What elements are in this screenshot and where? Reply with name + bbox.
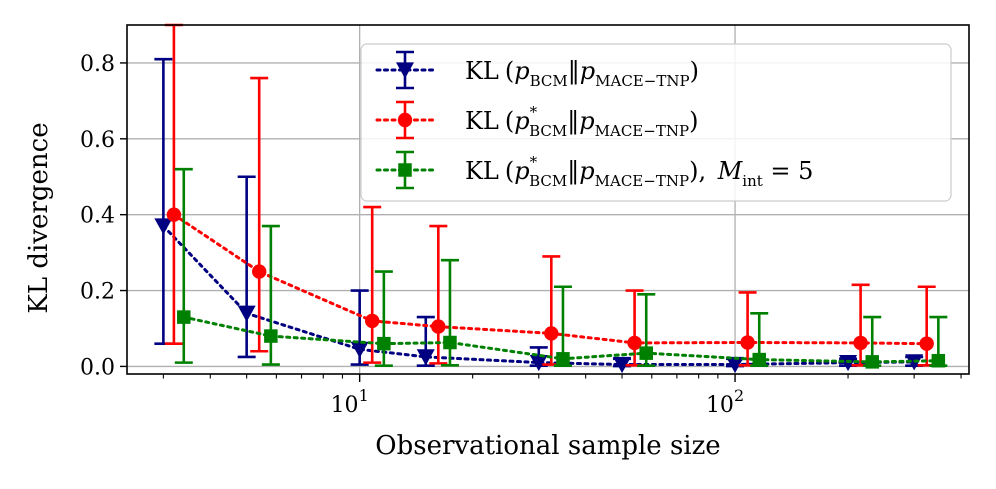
legend-kl: KL [465,107,499,135]
data-point [919,336,934,351]
legend-p1: p [514,157,529,185]
legend-paren-close: ) [689,157,698,185]
data-point [839,354,858,372]
data-point [154,218,173,235]
y-axis-label: KL divergence [24,122,54,313]
legend: KL (pBCM‖pMACE−TNP)KL (p* BCM‖pMACE−TNP)KL(… [360,43,952,202]
legend-marker [396,62,414,79]
y-tick-label: 0.4 [80,204,115,229]
legend-p1-subscript: BCM [530,72,568,90]
x-axis-label: Observational sample size [375,431,720,461]
plot-frame [126,24,970,375]
legend-p1-subscript: BCM [529,172,567,190]
legend-marker [398,163,412,177]
legend-bars: ‖ [567,107,579,136]
data-point [237,305,256,322]
legend-box [360,43,952,202]
legend-handle-3 [375,150,436,190]
data-point [853,335,868,351]
data-point [350,341,369,358]
data-point [177,310,191,324]
legend-p2: p [579,107,594,135]
legend-paren-close: ) [689,107,698,135]
legend-bars: ‖ [567,157,579,186]
data-point [529,354,548,372]
data-point [740,335,755,350]
legend-paren-close: ) [690,57,699,85]
data-point [377,336,391,351]
legend-paren-open: ( [505,107,514,135]
x-tick-exponent: 1 [359,386,369,405]
series-2 [164,23,936,367]
series-layer [154,23,948,374]
legend-p1: p [514,107,529,135]
data-point [752,352,766,367]
legend-label-3: KL (p* BCM‖pMACE−TNP), Mint = 5 [465,153,813,190]
legend-p2-subscript: MACE−TNP [595,122,689,140]
legend-p2: p [580,57,595,85]
data-point [613,356,632,374]
x-tick-label: 102 [706,386,744,418]
legend-p1-superscript: * [530,153,538,171]
legend-p2-subscript: MACE−TNP [595,172,689,190]
data-point [556,352,570,366]
y-tick-label: 0.2 [80,280,115,305]
data-point [416,349,435,366]
legend-kl: KL [465,157,499,185]
legend-handle-1 [375,50,436,90]
data-point [166,207,182,222]
legend-p1: p [514,57,529,85]
data-point [365,313,380,329]
legend-paren-open: ( [505,57,514,85]
data-point [639,346,653,360]
legend-paren-open: ( [505,157,514,185]
data-point [443,335,457,350]
data-point [431,319,446,334]
legend-marker [397,112,413,128]
y-tick-label: 0.0 [80,355,115,380]
legend-p2-subscript: MACE−TNP [595,72,689,90]
legend-bars: ‖ [568,57,580,86]
legend-p1-superscript: * [530,103,538,121]
y-tick-label: 0.8 [80,52,115,77]
legend-equals: = 5 [763,157,814,185]
x-tick-base: 10 [331,393,359,418]
legend-label-2: KL (p* BCM‖pMACE−TNP) [465,103,698,140]
legend-kl: KL [465,57,499,85]
x-tick-base: 10 [706,393,734,418]
legend-separator: , [698,157,713,185]
legend-m-subscript: int [742,172,763,190]
legend-label-1: KL (pBCM‖pMACE−TNP) [465,57,699,90]
x-tick-label: 101 [331,386,369,418]
x-tick-exponent: 2 [734,386,744,405]
data-point [726,356,745,374]
data-point [865,355,879,369]
y-tick-label: 0.6 [80,128,115,153]
legend-m: M [717,157,744,185]
data-point [544,326,559,341]
data-point [252,264,267,279]
data-point [264,329,278,343]
data-point [931,353,946,368]
legend-handle-2 [375,100,436,140]
series-3 [174,167,948,369]
legend-p1-subscript: BCM [529,122,567,140]
legend-p2: p [579,157,594,185]
data-point [627,335,642,351]
